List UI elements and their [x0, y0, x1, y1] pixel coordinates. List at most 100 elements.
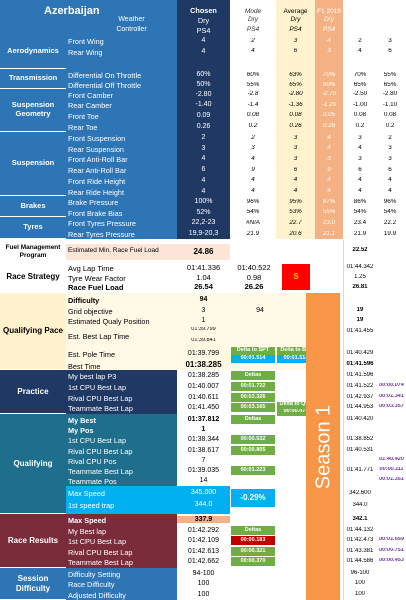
weather-average[interactable]: Dry — [276, 16, 315, 26]
setup-f1[interactable]: 55% — [322, 209, 336, 215]
right-extra-value[interactable]: 19 — [356, 307, 364, 313]
setup-chosen[interactable]: 4 — [201, 187, 206, 195]
setup-extra-2[interactable]: 3 — [388, 155, 392, 162]
setup-mode[interactable]: 0.08 — [246, 112, 260, 119]
setup-f1[interactable]: 60% — [322, 81, 336, 88]
right-extra-value[interactable]: 01:41.455 — [346, 328, 374, 334]
setup-average[interactable]: 65% — [289, 81, 302, 88]
practice-chosen[interactable]: 01:40.007 — [187, 382, 220, 390]
right-extra-value[interactable]: 01:40.420 — [346, 416, 374, 422]
setup-average[interactable]: 22.7 — [289, 219, 302, 226]
setup-extra-1[interactable]: 6 — [358, 166, 362, 173]
right-extra-value[interactable]: 1.25 — [354, 274, 366, 280]
est-pole-time-value[interactable]: 01:39.799 — [187, 350, 220, 357]
setup-extra-2[interactable]: 65% — [383, 81, 397, 88]
setup-extra-1[interactable]: 86% — [353, 198, 367, 205]
grid-objective-value[interactable]: 3 — [201, 307, 206, 314]
race-results-chosen[interactable]: 337.9 — [177, 516, 230, 523]
setup-average[interactable]: -2.80 — [288, 91, 303, 97]
session-difficulty-chosen[interactable]: 100 — [197, 590, 210, 598]
setup-extra-1[interactable]: 4 — [358, 177, 362, 184]
right-extra-value[interactable]: 100 — [354, 590, 365, 597]
right-lavender-value[interactable]: 00:03.357 — [379, 404, 404, 410]
setup-average[interactable]: 53% — [289, 209, 302, 215]
right-lavender-value[interactable]: 01:40.420 — [379, 456, 404, 462]
right-extra-value[interactable]: 22.52 — [352, 247, 368, 253]
right-extra-value[interactable]: 19 — [356, 317, 364, 323]
right-extra-value[interactable]: 01:40.429 — [346, 350, 374, 356]
average-header[interactable]: Average — [276, 0, 315, 16]
setup-extra-2[interactable]: -1.10 — [382, 101, 398, 108]
setup-average[interactable]: 3 — [293, 155, 298, 162]
setup-chosen[interactable]: 100% — [194, 198, 213, 205]
controller-mode[interactable]: PS4 — [246, 26, 260, 33]
practice-delta[interactable]: 00:02.326 — [231, 392, 275, 402]
best-time-value[interactable]: 01:38.285 — [185, 361, 222, 369]
right-extra-value[interactable]: 01:44.953 — [346, 404, 374, 411]
right-extra-value[interactable]: 26.81 — [352, 284, 368, 290]
setup-f1[interactable]: 87% — [322, 198, 336, 205]
practice-chosen[interactable]: 01:38.285 — [187, 372, 220, 379]
setup-extra-2[interactable]: 4 — [388, 188, 392, 194]
right-extra-value[interactable]: 01:43.381 — [346, 547, 374, 554]
setup-average[interactable]: -1.36 — [288, 101, 303, 108]
right-extra-value[interactable]: 01:41.522 — [346, 382, 374, 389]
setup-f1[interactable]: 0.05 — [322, 112, 336, 119]
setup-extra-1[interactable]: 23.4 — [353, 219, 367, 226]
right-lavender-value[interactable]: 00:00.111 — [379, 467, 404, 472]
right-extra-value[interactable]: 100 — [354, 580, 365, 587]
race-strategy-chosen[interactable]: 1.04 — [196, 273, 211, 281]
setup-chosen[interactable]: -2.80 — [195, 90, 212, 98]
setup-chosen[interactable]: 0.09 — [196, 111, 211, 119]
controller-chosen[interactable]: PS4 — [177, 26, 230, 35]
setup-average[interactable]: 0.26 — [289, 123, 302, 130]
setup-chosen[interactable]: 2 — [201, 134, 206, 141]
practice-delta[interactable]: 00:01.722 — [231, 381, 275, 391]
qualifying-chosen[interactable]: 01:38.344 — [187, 436, 220, 444]
delta-to-bbi-value[interactable]: 00:01.514 — [277, 355, 315, 363]
setup-extra-1[interactable]: 4 — [358, 48, 362, 54]
right-extra-value[interactable]: 96-100 — [350, 570, 370, 576]
setup-mode[interactable]: -2.8 — [247, 91, 259, 97]
right-extra-value[interactable]: 01:41.771 — [346, 467, 374, 473]
max-speed-value[interactable]: 345.000 — [190, 489, 217, 496]
race-strategy-badge[interactable]: S — [282, 264, 310, 290]
max-speed-pct[interactable]: -0.29% — [231, 489, 275, 507]
setup-extra-1[interactable]: 70% — [353, 71, 367, 78]
setup-average[interactable]: 3 — [293, 37, 298, 44]
qualifying-delta[interactable]: 00:00.532 — [231, 435, 275, 445]
race-results-chosen[interactable]: 01:42.662 — [187, 558, 220, 566]
setup-chosen[interactable]: 50% — [196, 81, 211, 88]
season-band[interactable] — [306, 293, 340, 600]
right-extra-value[interactable]: 01:44.132 — [346, 526, 374, 533]
setup-f1[interactable]: 4 — [327, 145, 331, 152]
setup-chosen[interactable]: 60% — [196, 71, 211, 78]
setup-average[interactable]: 63% — [289, 71, 302, 78]
setup-f1[interactable]: 23.0 — [322, 219, 336, 226]
right-extra-value[interactable]: 342.600 — [349, 490, 371, 496]
setup-f1[interactable]: 9 — [327, 166, 331, 173]
setup-mode[interactable]: 0.2 — [248, 123, 258, 130]
setup-chosen[interactable]: 52% — [196, 208, 211, 216]
setup-chosen[interactable]: 0.26 — [196, 122, 211, 130]
right-extra-value[interactable]: 344.0 — [352, 502, 368, 508]
right-extra-value[interactable]: 01:41.596 — [346, 372, 374, 378]
practice-chosen[interactable]: 01:40.611 — [188, 393, 219, 401]
setup-extra-2[interactable]: 55% — [383, 71, 397, 78]
setup-chosen[interactable]: 4 — [201, 47, 206, 55]
setup-average[interactable]: 95% — [289, 198, 302, 205]
setup-extra-1[interactable]: 3 — [358, 155, 362, 162]
setup-average[interactable]: 4 — [293, 177, 298, 184]
setup-extra-2[interactable]: 6 — [388, 166, 392, 173]
setup-f1[interactable]: 3 — [327, 48, 331, 54]
setup-f1[interactable]: 70% — [322, 71, 336, 78]
setup-extra-2[interactable]: 3 — [388, 37, 392, 44]
qualifying-chosen[interactable]: 01:37.812 — [187, 416, 220, 423]
setup-mode[interactable]: 3 — [251, 145, 255, 152]
right-lavender-value[interactable]: 00:01.659 — [379, 537, 404, 543]
difficulty-value[interactable]: 94 — [199, 296, 208, 303]
qualifying-delta[interactable]: 00:00.805 — [231, 445, 275, 455]
setup-mode[interactable]: 54% — [246, 209, 260, 215]
est-best-lap-b[interactable]: 01:39.841 — [191, 338, 216, 343]
setup-extra-2[interactable]: 4 — [388, 177, 392, 184]
